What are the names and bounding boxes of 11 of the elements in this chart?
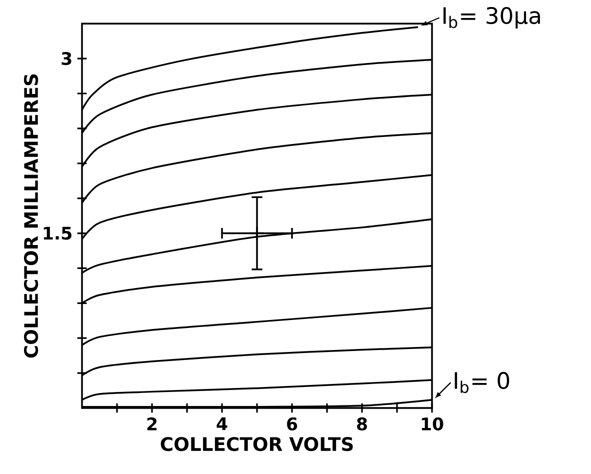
x-tick-label: 8 — [357, 417, 367, 430]
y-tick-label: 1.5 — [44, 226, 72, 240]
x-tick-label: 4 — [216, 417, 228, 430]
x-tick-label: 2 — [147, 417, 157, 430]
y-axis-title: COLLECTOR MILLIAMPERES — [24, 74, 38, 358]
annotation: I$_{b}$= 30μa — [443, 6, 540, 29]
y-tick-label: 3 — [62, 52, 72, 66]
x-tick-label: 10 — [422, 417, 444, 430]
x-axis-title: COLLECTOR VOLTS — [160, 436, 353, 452]
annotation: I$_{b}$= 0 — [454, 372, 510, 394]
x-tick-label: 6 — [287, 417, 298, 430]
